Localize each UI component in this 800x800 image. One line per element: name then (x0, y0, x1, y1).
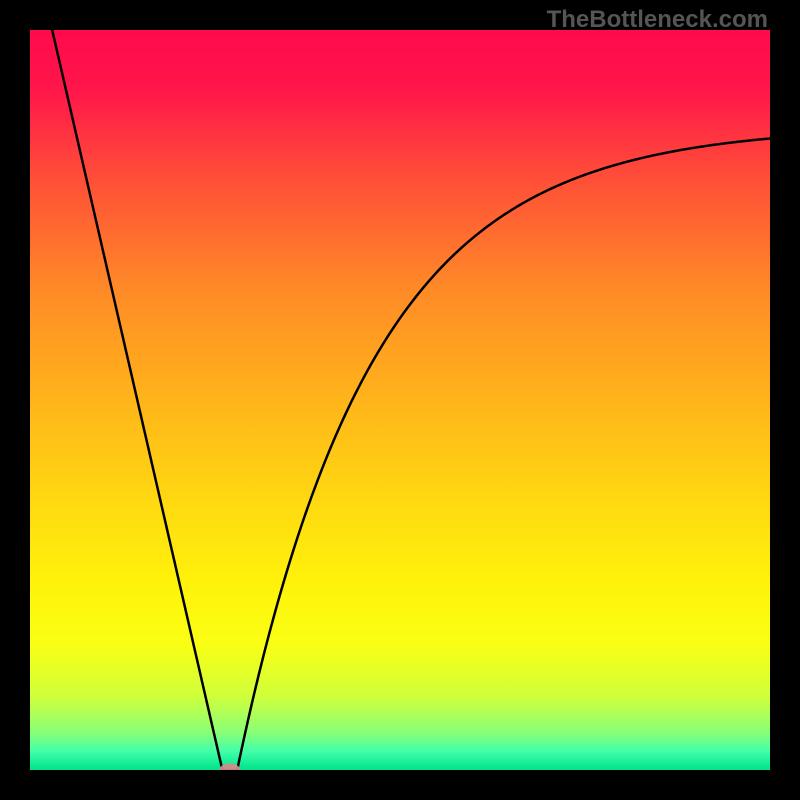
gradient-background (30, 30, 770, 770)
plot-area (30, 30, 770, 770)
watermark-text: TheBottleneck.com (547, 6, 768, 34)
bottleneck-chart (30, 30, 770, 770)
